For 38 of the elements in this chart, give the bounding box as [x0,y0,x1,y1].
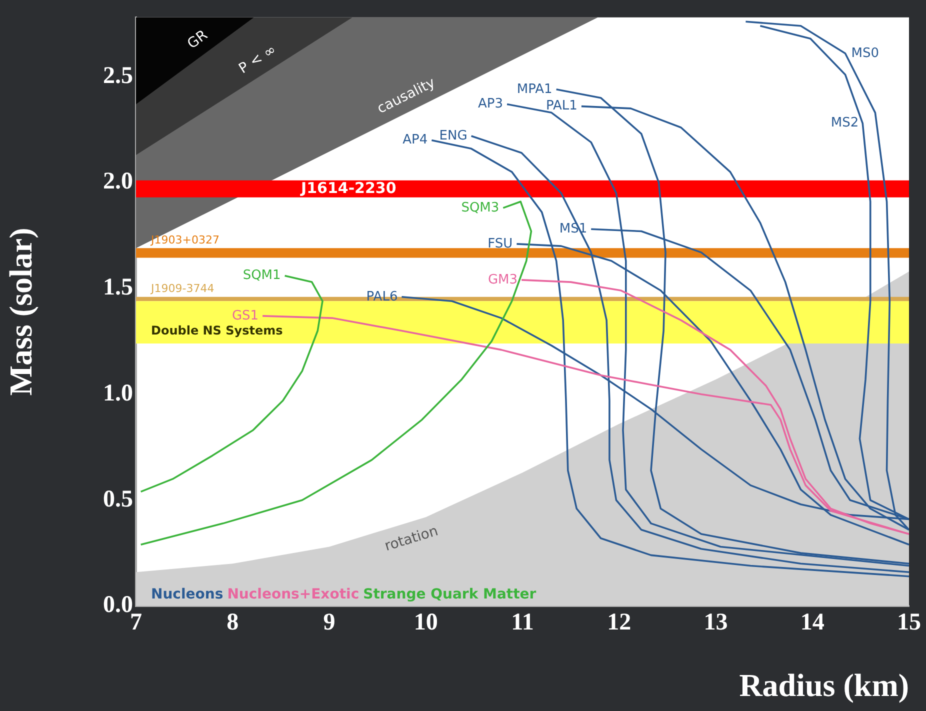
band-label: J1903+0327 [150,234,220,247]
series-label: ENG [439,128,468,144]
y-tick-label: 2.5 [103,62,133,89]
series-label: FSU [488,236,513,252]
x-axis-title: Radius (km) [739,667,909,704]
x-tick-label: 11 [511,610,534,636]
series-label: rotation [382,523,440,555]
series-label: GR [184,27,211,52]
annotation: Nucleons [151,586,224,603]
annotation: Strange Quark Matter [363,586,536,603]
series-label: MS0 [851,46,879,61]
x-tick-label: 12 [607,610,632,636]
series-label: AP4 [402,132,428,148]
x-tick-label: 7 [130,610,142,636]
x-tick-label: 9 [323,610,336,636]
series-label: MS2 [830,116,859,131]
x-tick-label: 13 [704,610,728,636]
x-tick-label: 14 [800,610,824,636]
series-label: AP3 [478,96,504,112]
series-label: SQM1 [242,268,281,284]
y-tick-label: 2.0 [103,168,133,195]
x-tick-label: 10 [414,610,438,636]
annotation: Nucleons+Exotic [227,586,360,603]
y-axis-title: Mass (solar) [2,228,38,396]
series-label: GM3 [488,272,518,288]
series-label: SQM3 [461,200,500,216]
series-label: P < ∞ [236,42,280,78]
band-label: J1614-2230 [300,178,396,197]
y-tick-label: 1.0 [103,380,133,406]
series-label: GS1 [232,308,259,324]
band-label: J1909-3744 [150,282,214,296]
series-label: PAL1 [546,98,578,114]
y-tick-label: 0.5 [103,486,133,512]
series-label: MPA1 [516,82,552,97]
x-tick-label: 8 [226,610,239,636]
y-tick-label: 1.5 [103,274,133,301]
band-label: Double NS Systems [151,324,283,338]
x-tick-label: 15 [897,610,921,636]
